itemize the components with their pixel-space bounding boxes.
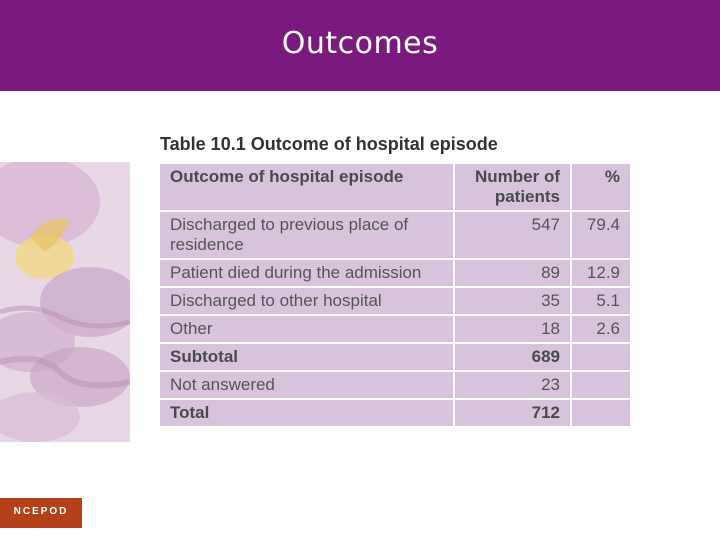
row-percent: 5.1 — [570, 286, 632, 316]
table-row: Not answered 23 — [158, 370, 632, 400]
table-row: Discharged to other hospital 35 5.1 — [158, 286, 632, 316]
row-percent: 12.9 — [570, 258, 632, 288]
row-count: 23 — [453, 370, 572, 400]
row-label: Patient died during the admission — [158, 258, 455, 288]
row-label: Other — [158, 314, 455, 344]
title-bar: Outcomes — [0, 0, 720, 91]
header-number-of-patients: Number of patients — [453, 162, 572, 212]
ncepod-logo: NCEPOD — [0, 498, 82, 528]
row-percent — [570, 342, 632, 372]
row-label: Total — [158, 398, 455, 428]
row-percent: 79.4 — [570, 210, 632, 260]
row-percent — [570, 370, 632, 400]
total-row: Total 712 — [158, 398, 632, 428]
anatomy-illustration — [0, 162, 130, 442]
header-outcome: Outcome of hospital episode — [158, 162, 455, 212]
row-percent — [570, 398, 632, 428]
logo-text: NCEPOD — [13, 506, 69, 517]
header-percent: % — [570, 162, 632, 212]
row-label: Subtotal — [158, 342, 455, 372]
row-count: 689 — [453, 342, 572, 372]
row-count: 89 — [453, 258, 572, 288]
row-count: 547 — [453, 210, 572, 260]
table-header-row: Outcome of hospital episode Number of pa… — [158, 162, 632, 212]
row-count: 712 — [453, 398, 572, 428]
subtotal-row: Subtotal 689 — [158, 342, 632, 372]
row-count: 18 — [453, 314, 572, 344]
outcome-table: Outcome of hospital episode Number of pa… — [158, 162, 632, 428]
table-caption: Table 10.1 Outcome of hospital episode — [160, 134, 498, 154]
row-percent: 2.6 — [570, 314, 632, 344]
row-label: Not answered — [158, 370, 455, 400]
slide-title: Outcomes — [281, 26, 439, 61]
row-label: Discharged to previous place of residenc… — [158, 210, 455, 260]
table-row: Other 18 2.6 — [158, 314, 632, 344]
row-count: 35 — [453, 286, 572, 316]
row-label: Discharged to other hospital — [158, 286, 455, 316]
table-row: Patient died during the admission 89 12.… — [158, 258, 632, 288]
table-row: Discharged to previous place of residenc… — [158, 210, 632, 260]
